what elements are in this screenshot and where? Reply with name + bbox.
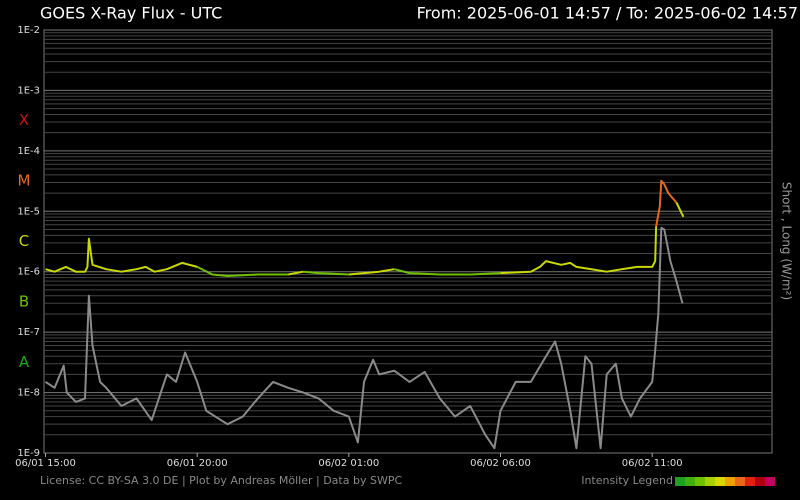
intensity-legend-swatch	[675, 477, 685, 486]
series-line	[348, 268, 395, 276]
footer: License: CC BY-SA 3.0 DE | Plot by Andre…	[40, 474, 402, 487]
series-line	[303, 270, 349, 276]
series-line	[394, 268, 501, 276]
flare-class-label: M	[18, 172, 31, 190]
x-tick-label: 06/02 06:00	[470, 458, 531, 469]
intensity-legend-swatch	[725, 477, 735, 486]
y-tick-label: 1E-7	[17, 327, 40, 338]
y-tick-label: 1E-4	[17, 146, 40, 157]
flare-class-label: C	[19, 232, 29, 250]
series-line	[44, 226, 684, 450]
intensity-legend-swatch	[705, 477, 715, 486]
intensity-legend-swatch	[715, 477, 725, 486]
x-tick-label: 06/01 20:00	[167, 458, 228, 469]
x-tick-label: 06/01 15:00	[15, 458, 76, 469]
series-line	[500, 226, 658, 275]
series-line	[45, 237, 198, 273]
intensity-legend-swatch	[695, 477, 705, 486]
intensity-legend-swatch	[755, 477, 765, 486]
flare-class-label: A	[19, 353, 30, 371]
y-tick-label: 1E-6	[17, 267, 40, 278]
x-tick-label: 06/02 01:00	[318, 458, 379, 469]
intensity-legend-swatch	[745, 477, 755, 486]
flare-class-label: B	[19, 292, 29, 310]
time-range: From: 2025-06-01 14:57 / To: 2025-06-02 …	[417, 4, 798, 23]
y-tick-label: 1E-3	[17, 85, 40, 96]
series-line	[675, 202, 685, 218]
y-tick-label: 1E-9	[17, 448, 40, 459]
chart-title: GOES X-Ray Flux - UTC	[40, 4, 222, 23]
y-tick-label: 1E-2	[17, 25, 40, 36]
y-tick-label: 1E-5	[17, 206, 40, 217]
intensity-legend-label: Intensity Legend	[581, 474, 673, 487]
intensity-legend-swatch	[765, 477, 775, 486]
intensity-legend-swatch	[685, 477, 695, 486]
series-line	[196, 266, 289, 277]
intensity-legend-swatch	[735, 477, 745, 486]
y-axis-label: Short , Long (W/m²)	[780, 182, 794, 300]
x-tick-label: 06/02 11:00	[622, 458, 683, 469]
y-tick-label: 1E-8	[17, 388, 40, 399]
series-line	[655, 179, 678, 227]
series-line	[288, 270, 304, 276]
flare-class-label: X	[19, 111, 29, 129]
